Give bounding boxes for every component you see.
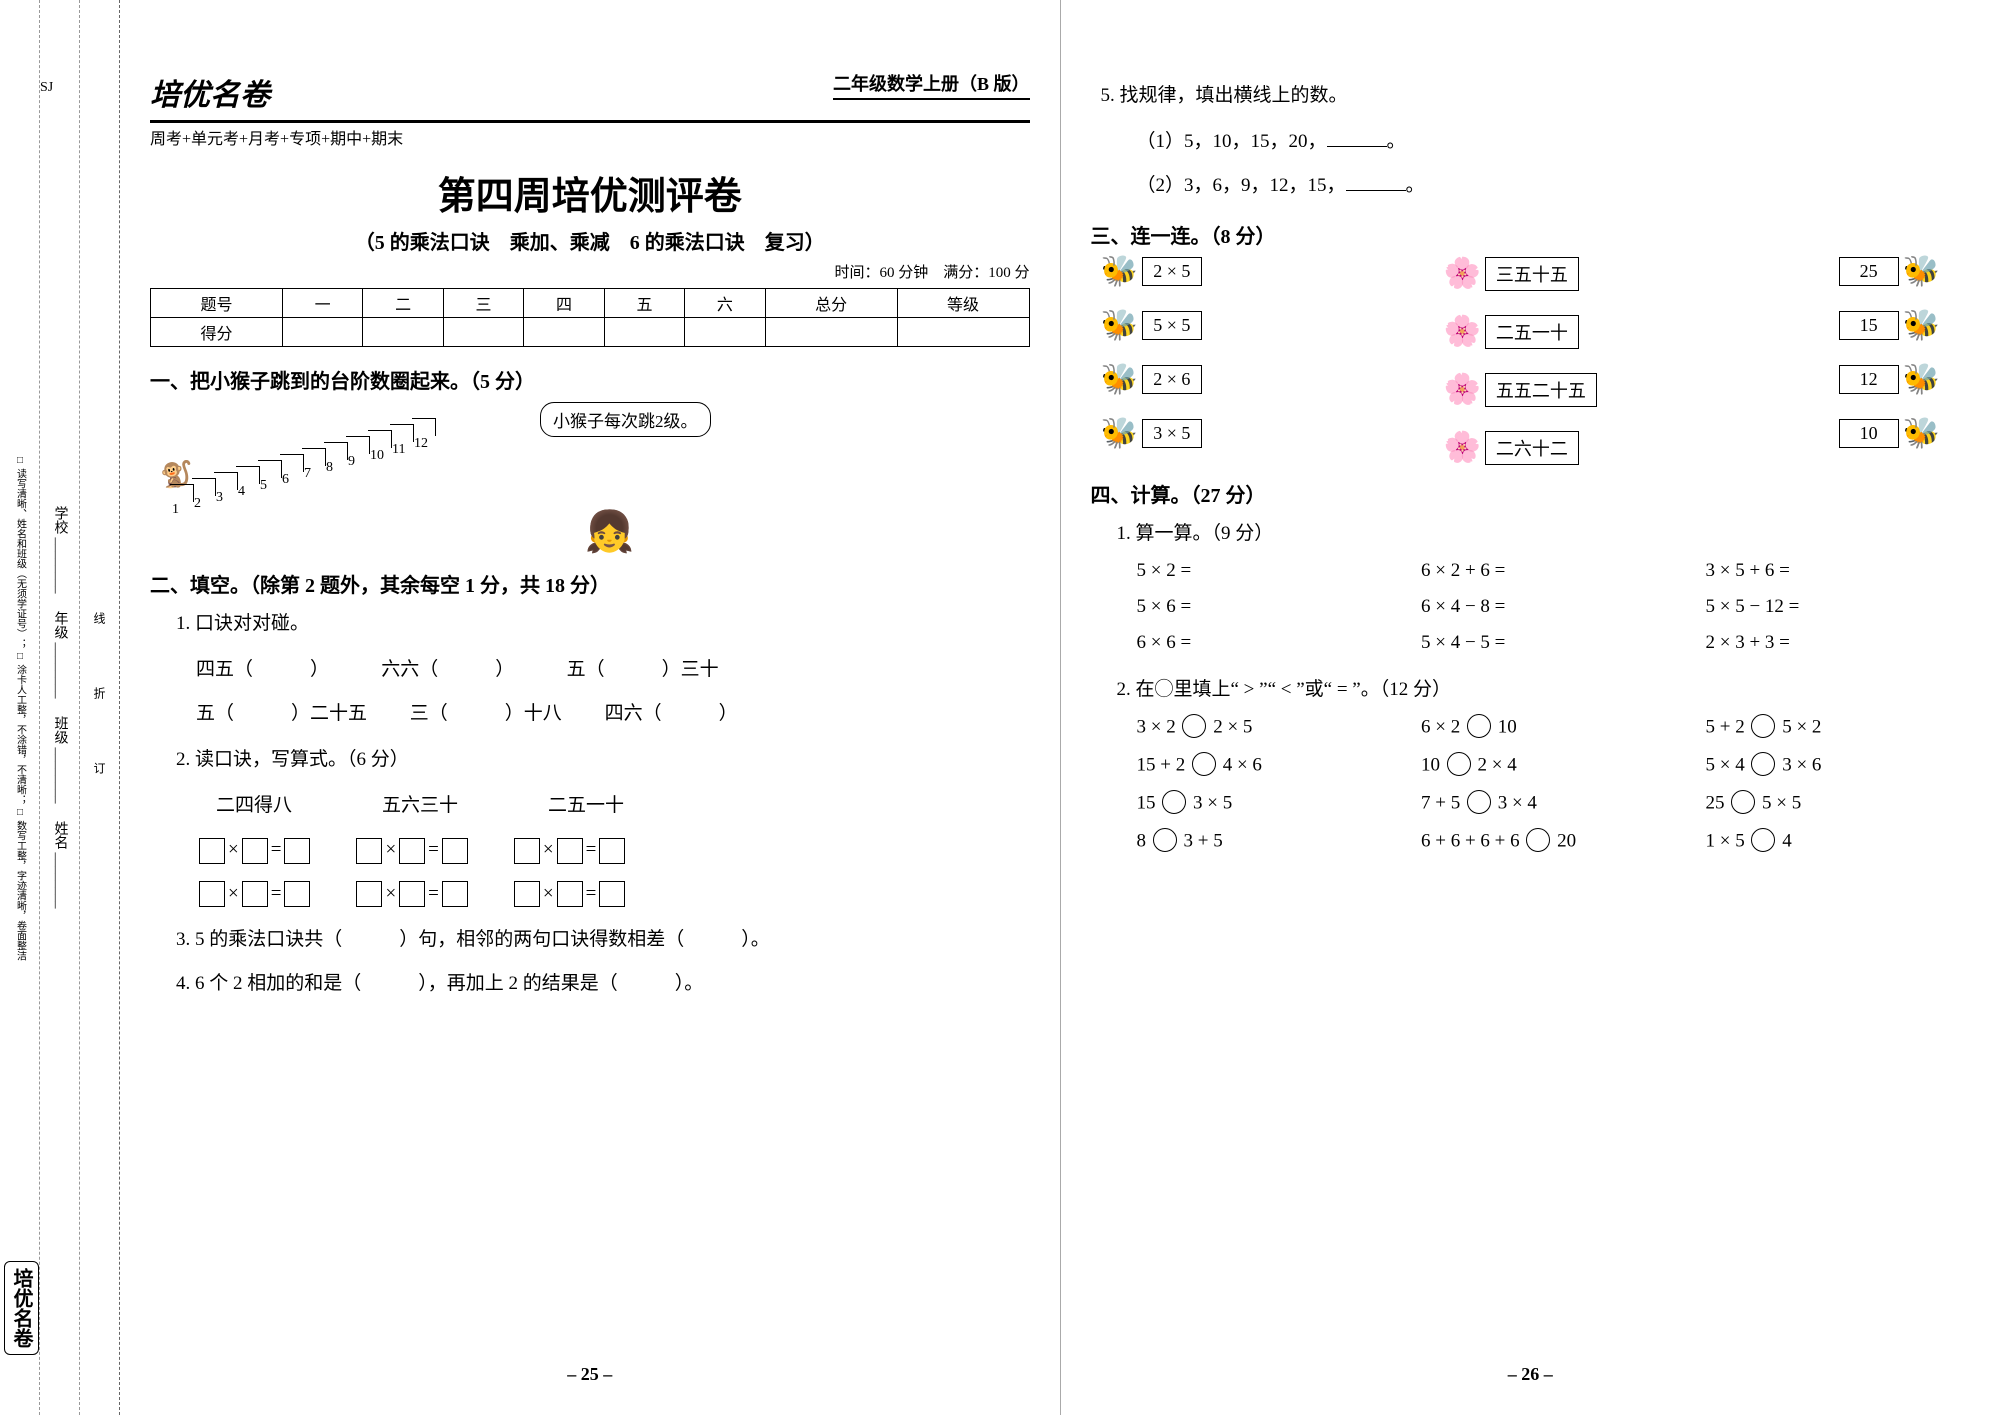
matching-figure: 🐝2 × 5 🐝5 × 5 🐝2 × 6 🐝3 × 5 🌸三五十五 🌸二五一十 … — [1091, 257, 1971, 465]
page-root: SJ □ 读写清晰、姓名和班级（无须学证号）； □ 涂卡人工整，不涂错，不清晰；… — [0, 0, 2000, 1415]
comp-item: 15 3 × 5 — [1137, 792, 1402, 816]
section-2-head: 二、填空。（除第 2 题外，其余每空 1 分，共 18 分） — [150, 569, 1030, 598]
match-col-a: 🐝2 × 5 🐝5 × 5 🐝2 × 6 🐝3 × 5 — [1101, 257, 1202, 465]
time-score-line: 时间：60 分钟 满分：100 分 — [150, 261, 1030, 282]
header-subhead: 周考+单元考+月考+专项+期中+期末 — [150, 125, 1030, 149]
bee-icon: 🐝 — [1903, 365, 1940, 395]
section-3-head: 三、连一连。（8 分） — [1091, 220, 1971, 249]
student-info: 学校 ________ 年级 ________ 班级 ________ 姓名 _… — [50, 506, 70, 909]
page-number-26: – 26 – — [1061, 1364, 2000, 1385]
bee-icon: 🐝 — [1101, 419, 1138, 449]
flower-icon: 🌸 — [1444, 259, 1481, 289]
score-table: 题号 一 二 三 四 五 六 总分 等级 得分 — [150, 288, 1030, 347]
comp-item: 1 × 5 4 — [1706, 830, 1971, 854]
monkey-callout: 小猴子每次跳2级。 — [540, 402, 711, 437]
q2-boxes-row2: ×= ×= ×= — [196, 874, 1030, 914]
strip-col-hints: □ 读写清晰、姓名和班级（无须学证号）； □ 涂卡人工整，不涂错，不清晰； □ … — [0, 0, 39, 1415]
match-col-c: 25🐝 15🐝 12🐝 10🐝 — [1839, 257, 1940, 465]
q2-head: 2. 读口诀，写算式。（6 分） — [176, 742, 1030, 778]
comp-item: 7 + 5 3 × 4 — [1421, 792, 1686, 816]
flower-icon: 🌸 — [1444, 375, 1481, 405]
bee-icon: 🐝 — [1101, 257, 1138, 287]
book-meta: 二年级数学上册（B 版） — [833, 70, 1030, 100]
bee-icon: 🐝 — [1903, 419, 1940, 449]
comp-item: 6 + 6 + 6 + 6 20 — [1421, 830, 1686, 854]
flower-icon: 🌸 — [1444, 433, 1481, 463]
header-rule — [150, 118, 1030, 123]
comp-item: 5 + 2 5 × 2 — [1706, 716, 1971, 740]
q42-head: 2. 在◯里填上“ > ”“ < ”或“ = ”。（12 分） — [1117, 672, 1971, 708]
exam-hint-box: □ 读写清晰、姓名和班级（无须学证号）； □ 涂卡人工整，不涂错，不清晰； □ … — [9, 451, 31, 965]
q1-row1: 四五（ ） 六六（ ） 五（ ）三十 — [196, 650, 1030, 690]
cut-labels: 线 折 订 — [91, 612, 108, 804]
comp-item: 3 × 2 2 × 5 — [1137, 716, 1402, 740]
q5a: （1）5，10，15，20，。 — [1137, 122, 1971, 162]
comp-item: 8 3 + 5 — [1137, 830, 1402, 854]
comp-item: 6 × 2 10 — [1421, 716, 1686, 740]
comp-grid: 3 × 2 2 × 5 6 × 2 10 5 + 2 5 × 2 15 + 2 4 ×… — [1137, 716, 1971, 854]
q5b: （2）3，6，9，12，15，。 — [1137, 166, 1971, 206]
section-4-head: 四、计算。（27 分） — [1091, 479, 1971, 508]
q1-head: 1. 口诀对对碰。 — [176, 606, 1030, 642]
binding-strip: SJ □ 读写清晰、姓名和班级（无须学证号）； □ 涂卡人工整，不涂错，不清晰；… — [0, 0, 120, 1415]
brand-logo: 培优名卷 — [150, 79, 270, 112]
bee-icon: 🐝 — [1903, 257, 1940, 287]
paper-title: 第四周培优测评卷 — [150, 165, 1030, 220]
q3: 3. 5 的乘法口诀共（ ）句，相邻的两句口诀得数相差（ ）。 — [176, 922, 1030, 958]
q4: 4. 6 个 2 相加的和是（ ），再加上 2 的结果是（ ）。 — [176, 966, 1030, 1002]
paper-subtitle: （5 的乘法口诀 乘加、乘减 6 的乘法口诀 复习） — [150, 226, 1030, 255]
q1-row2: 五（ ）二十五 三（ ）十八 四六（ ） — [196, 694, 1030, 734]
bee-icon: 🐝 — [1903, 311, 1940, 341]
flower-icon: 🌸 — [1444, 317, 1481, 347]
score-head-row: 题号 一 二 三 四 五 六 总分 等级 — [151, 289, 1030, 318]
page-25: 培优名卷 二年级数学上册（B 版） 周考+单元考+月考+专项+期中+期末 第四周… — [120, 0, 1061, 1415]
q41-head: 1. 算一算。（9 分） — [1117, 516, 1971, 552]
staircase-figure: 🐒 123456789101112 — [170, 412, 510, 502]
q5-head: 5. 找规律，填出横线上的数。 — [1101, 78, 1971, 114]
bee-icon: 🐝 — [1101, 365, 1138, 395]
header-row: 培优名卷 二年级数学上册（B 版） — [150, 70, 1030, 114]
page-26: 5. 找规律，填出横线上的数。 （1）5，10，15，20，。 （2）3，6，9… — [1061, 0, 2000, 1415]
match-col-b: 🌸三五十五 🌸二五一十 🌸五五二十五 🌸二六十二 — [1444, 257, 1597, 465]
strip-col-cutline: 线 折 订 — [80, 0, 119, 1415]
comp-item: 25 5 × 5 — [1706, 792, 1971, 816]
q2-headers: 二四得八 五六三十 二五一十 — [196, 786, 1030, 826]
bee-icon: 🐝 — [1101, 311, 1138, 341]
score-value-row: 得分 — [151, 318, 1030, 347]
comp-item: 10 2 × 4 — [1421, 754, 1686, 778]
comp-item: 5 × 4 3 × 6 — [1706, 754, 1971, 778]
girl-icon: 👧 — [585, 509, 635, 554]
comp-item: 15 + 2 4 × 6 — [1137, 754, 1402, 778]
page-number-25: – 25 – — [120, 1364, 1060, 1385]
section-1-head: 一、把小猴子跳到的台阶数圈起来。（5 分） — [150, 365, 1030, 394]
calc-grid-1: 5 × 2 = 6 × 2 + 6 = 3 × 5 + 6 = 5 × 6 = … — [1137, 560, 1971, 654]
strip-col-info: 学校 ________ 年级 ________ 班级 ________ 姓名 _… — [39, 0, 80, 1415]
strip-logo: 培优名卷 — [4, 1261, 39, 1355]
q2-boxes-row1: ×= ×= ×= — [196, 830, 1030, 870]
